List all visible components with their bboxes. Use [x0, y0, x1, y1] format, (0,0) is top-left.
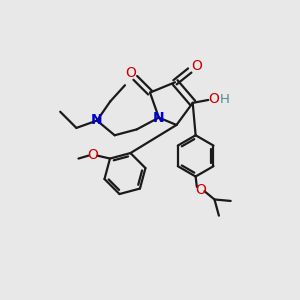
- Text: O: O: [191, 59, 202, 73]
- Text: O: O: [195, 183, 206, 197]
- Text: H: H: [220, 93, 230, 106]
- Text: O: O: [87, 148, 98, 162]
- Text: O: O: [125, 66, 136, 80]
- Text: N: N: [91, 113, 103, 127]
- Text: O: O: [208, 92, 219, 106]
- Text: N: N: [152, 111, 164, 124]
